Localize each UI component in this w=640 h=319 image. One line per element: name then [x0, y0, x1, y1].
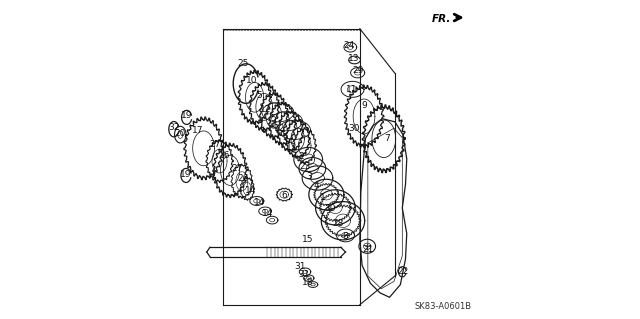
Text: 12: 12 — [260, 105, 271, 114]
Text: 12: 12 — [273, 124, 285, 133]
Text: 10: 10 — [246, 76, 257, 85]
Text: 1: 1 — [319, 193, 325, 202]
Text: 29: 29 — [352, 66, 364, 75]
Text: 27: 27 — [210, 140, 221, 149]
Text: 12: 12 — [285, 143, 297, 152]
Text: 19: 19 — [180, 170, 192, 179]
Text: 5: 5 — [270, 114, 276, 123]
Text: 5: 5 — [283, 133, 289, 142]
Text: 28: 28 — [333, 219, 344, 228]
Text: 30: 30 — [349, 124, 360, 133]
Text: 30: 30 — [324, 204, 335, 213]
Text: 14: 14 — [262, 209, 273, 218]
Text: 6: 6 — [282, 191, 287, 200]
Text: 32: 32 — [168, 123, 180, 132]
Text: 20: 20 — [175, 129, 186, 138]
Text: 15: 15 — [301, 235, 313, 244]
Text: 18: 18 — [302, 278, 314, 287]
Text: 14: 14 — [244, 186, 256, 195]
Text: 19: 19 — [181, 111, 193, 120]
Text: 5: 5 — [256, 91, 262, 100]
Text: 31: 31 — [298, 270, 310, 279]
Text: FR.: FR. — [432, 13, 451, 24]
Text: 2: 2 — [298, 152, 303, 161]
Text: 11: 11 — [346, 85, 357, 94]
Text: 25: 25 — [237, 59, 248, 68]
Text: 4: 4 — [314, 181, 319, 190]
Text: 31: 31 — [294, 262, 306, 271]
Text: 16: 16 — [218, 151, 230, 160]
Text: 7: 7 — [384, 134, 390, 143]
Text: 23: 23 — [299, 162, 310, 171]
Text: 8: 8 — [342, 232, 348, 241]
Text: 22: 22 — [397, 267, 408, 276]
Text: 26: 26 — [237, 174, 248, 182]
Text: SK83-A0601B: SK83-A0601B — [415, 302, 472, 311]
Text: 3: 3 — [307, 172, 312, 181]
Text: 27: 27 — [232, 164, 243, 173]
Text: 21: 21 — [362, 245, 374, 254]
Text: 13: 13 — [348, 54, 359, 63]
Text: 17: 17 — [193, 126, 204, 135]
Text: 24: 24 — [343, 41, 355, 50]
Text: 14: 14 — [254, 198, 266, 207]
Text: 9: 9 — [361, 101, 367, 110]
